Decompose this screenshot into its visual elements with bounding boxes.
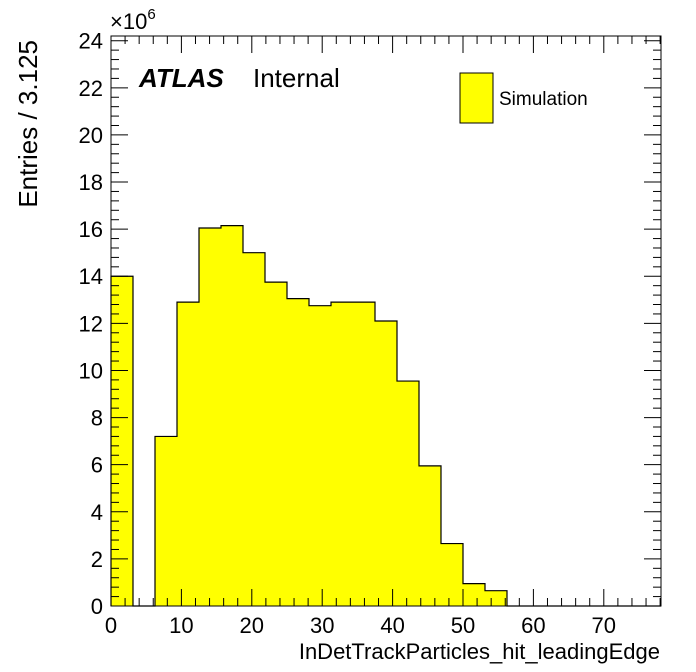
histogram-bar-5 (221, 225, 243, 607)
histogram-bar-14 (419, 465, 441, 606)
x-axis-ticks: 0 10 20 30 40 50 60 70 (105, 36, 661, 638)
y-tick-label: 8 (91, 406, 103, 431)
y-tick-label: 6 (91, 453, 103, 478)
y-axis-multiplier: ×106 (110, 6, 156, 34)
y-tick-label: 0 (91, 594, 103, 619)
y-axis-multiplier-base: ×10 (110, 9, 147, 34)
histogram-outline (110, 225, 661, 607)
legend-label: Simulation (499, 89, 588, 110)
y-tick-label: 20 (79, 123, 103, 148)
x-tick-label: 30 (310, 613, 334, 638)
x-tick-label: 70 (592, 613, 616, 638)
y-tick-label: 16 (79, 217, 103, 242)
y-axis-label: Entries / 3.125 (13, 40, 43, 208)
histogram-bar-3 (177, 302, 199, 606)
histogram-bar-13 (397, 381, 419, 606)
histogram-bar-4 (199, 227, 221, 606)
histogram-bar-12 (375, 321, 397, 606)
histogram-bar-17 (485, 590, 507, 606)
histogram-bars (110, 225, 661, 607)
x-tick-label: 50 (451, 613, 475, 638)
x-tick-label: 0 (105, 613, 117, 638)
internal-label: Internal (253, 63, 340, 93)
histogram-bar-15 (441, 543, 463, 606)
histogram-bar-10 (331, 302, 353, 606)
y-tick-label: 22 (79, 76, 103, 101)
y-tick-label: 14 (79, 264, 103, 289)
histogram-bar-9 (309, 305, 331, 606)
histogram-bar-6 (243, 252, 265, 606)
x-axis-label: InDetTrackParticles_hit_leadingEdge (299, 639, 660, 664)
y-tick-label: 10 (79, 358, 103, 383)
histogram-bar-16 (463, 583, 485, 606)
legend-swatch (459, 72, 494, 124)
y-tick-label: 2 (91, 547, 103, 572)
x-tick-label: 60 (521, 613, 545, 638)
histogram-bar-11 (353, 302, 375, 606)
histogram-bar-8 (287, 298, 309, 606)
y-tick-label: 24 (79, 29, 103, 54)
x-tick-label: 20 (240, 613, 264, 638)
plot-frame (110, 35, 662, 607)
y-tick-label: 18 (79, 170, 103, 195)
histogram-bar-7 (265, 282, 287, 606)
legend: Simulation (459, 72, 588, 124)
histogram-bar-2 (155, 436, 177, 606)
y-tick-label: 4 (91, 500, 103, 525)
y-axis-multiplier-exponent: 6 (147, 6, 155, 23)
histogram-bar-0 (111, 276, 133, 606)
x-tick-label: 40 (380, 613, 404, 638)
x-tick-label: 10 (169, 613, 193, 638)
y-tick-label: 12 (79, 311, 103, 336)
axes (110, 35, 662, 607)
atlas-label: ATLAS (138, 63, 224, 93)
